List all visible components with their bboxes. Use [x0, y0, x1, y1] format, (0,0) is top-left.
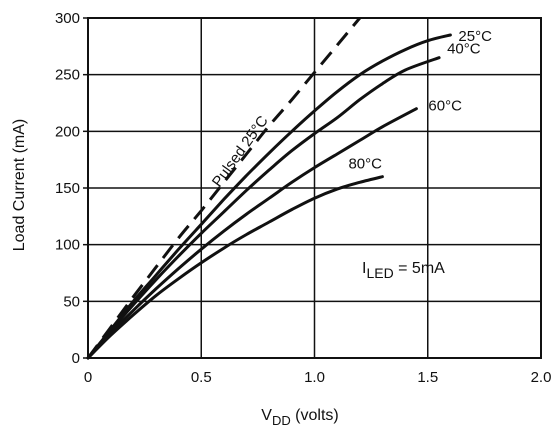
- series-label-2: 40°C: [447, 41, 481, 58]
- series-label-1: 25°C: [458, 28, 492, 45]
- x-axis-label: VDD (volts): [261, 407, 338, 428]
- y-tick-label: 50: [63, 293, 80, 310]
- series-line-2: [86, 56, 441, 360]
- x-tick-label: 2.0: [531, 369, 552, 386]
- y-tick-label: 250: [55, 67, 80, 84]
- y-tick-label: 100: [55, 237, 80, 254]
- tick-labels: 0 0.5 1.0 1.5 2.0 0 50 100 150 200 250 300: [55, 10, 551, 386]
- y-tick-label: 0: [72, 350, 80, 367]
- annotation-prefix: I: [362, 260, 366, 277]
- x-axis-label-main: V: [261, 407, 272, 424]
- x-tick-label: 0: [84, 369, 92, 386]
- x-tick-label: 0.5: [191, 369, 212, 386]
- series-labels: Pulsed 25°C 25°C40°C 60°C 80°C: [209, 28, 492, 190]
- x-axis-label-sub: DD: [272, 413, 291, 428]
- y-tick-label: 300: [55, 10, 80, 27]
- x-tick-label: 1.0: [304, 369, 325, 386]
- annotation-sub: LED: [366, 265, 393, 281]
- y-axis-label: Load Current (mA): [11, 119, 28, 252]
- series-layer: [86, 17, 452, 360]
- series-line-3: [86, 107, 418, 360]
- y-tick-label: 150: [55, 180, 80, 197]
- series-label-3: 60°C: [428, 98, 462, 115]
- series-line-1: [86, 33, 452, 360]
- annotation-suffix: = 5mA: [394, 260, 445, 277]
- grid: [83, 17, 541, 359]
- series-label-0: Pulsed 25°C: [209, 113, 272, 191]
- y-tick-label: 200: [55, 123, 80, 140]
- series-line-4: [86, 175, 384, 360]
- x-axis-label-suffix: (volts): [291, 407, 339, 424]
- series-line-0: [86, 17, 361, 359]
- x-tick-label: 1.5: [417, 369, 438, 386]
- series-label-4: 80°C: [348, 156, 382, 173]
- led-current-annotation: ILED = 5mA: [362, 260, 445, 281]
- plot-frame: [87, 17, 542, 359]
